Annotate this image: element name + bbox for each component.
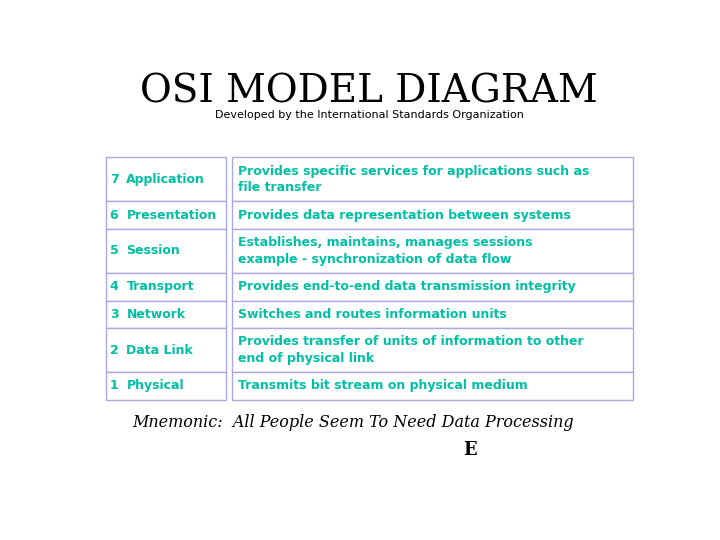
FancyBboxPatch shape (232, 273, 632, 301)
FancyBboxPatch shape (106, 229, 225, 273)
Text: Session: Session (127, 245, 180, 258)
FancyBboxPatch shape (232, 328, 632, 372)
Text: OSI MODEL DIAGRAM: OSI MODEL DIAGRAM (140, 73, 598, 110)
Text: Physical: Physical (127, 380, 184, 393)
Text: Data Link: Data Link (127, 343, 193, 356)
FancyBboxPatch shape (232, 372, 632, 400)
Text: Provides end-to-end data transmission integrity: Provides end-to-end data transmission in… (238, 280, 576, 293)
FancyBboxPatch shape (106, 157, 225, 201)
FancyBboxPatch shape (232, 229, 632, 273)
Text: Provides data representation between systems: Provides data representation between sys… (238, 208, 571, 221)
Text: Presentation: Presentation (127, 208, 217, 221)
Text: Mnemonic:  All People Seem To Need Data Processing: Mnemonic: All People Seem To Need Data P… (132, 414, 575, 431)
FancyBboxPatch shape (106, 201, 225, 229)
Text: Developed by the International Standards Organization: Developed by the International Standards… (215, 110, 523, 120)
Text: 7: 7 (109, 173, 118, 186)
Text: 2: 2 (109, 343, 118, 356)
FancyBboxPatch shape (106, 328, 225, 372)
FancyBboxPatch shape (106, 301, 225, 328)
Text: 1: 1 (109, 380, 118, 393)
Text: Application: Application (127, 173, 205, 186)
Text: Switches and routes information units: Switches and routes information units (238, 308, 507, 321)
Text: 5: 5 (109, 245, 118, 258)
Text: Provides specific services for applications such as
file transfer: Provides specific services for applicati… (238, 165, 590, 194)
Text: 4: 4 (109, 280, 118, 293)
FancyBboxPatch shape (232, 157, 632, 201)
Text: Provides transfer of units of information to other
end of physical link: Provides transfer of units of informatio… (238, 335, 584, 365)
Text: 3: 3 (109, 308, 118, 321)
Text: Establishes, maintains, manages sessions
example - synchronization of data flow: Establishes, maintains, manages sessions… (238, 236, 533, 266)
Text: E: E (463, 441, 477, 459)
Text: 6: 6 (109, 208, 118, 221)
FancyBboxPatch shape (232, 201, 632, 229)
Text: Transport: Transport (127, 280, 194, 293)
FancyBboxPatch shape (106, 372, 225, 400)
Text: Network: Network (127, 308, 186, 321)
FancyBboxPatch shape (232, 301, 632, 328)
Text: Transmits bit stream on physical medium: Transmits bit stream on physical medium (238, 380, 528, 393)
FancyBboxPatch shape (106, 273, 225, 301)
